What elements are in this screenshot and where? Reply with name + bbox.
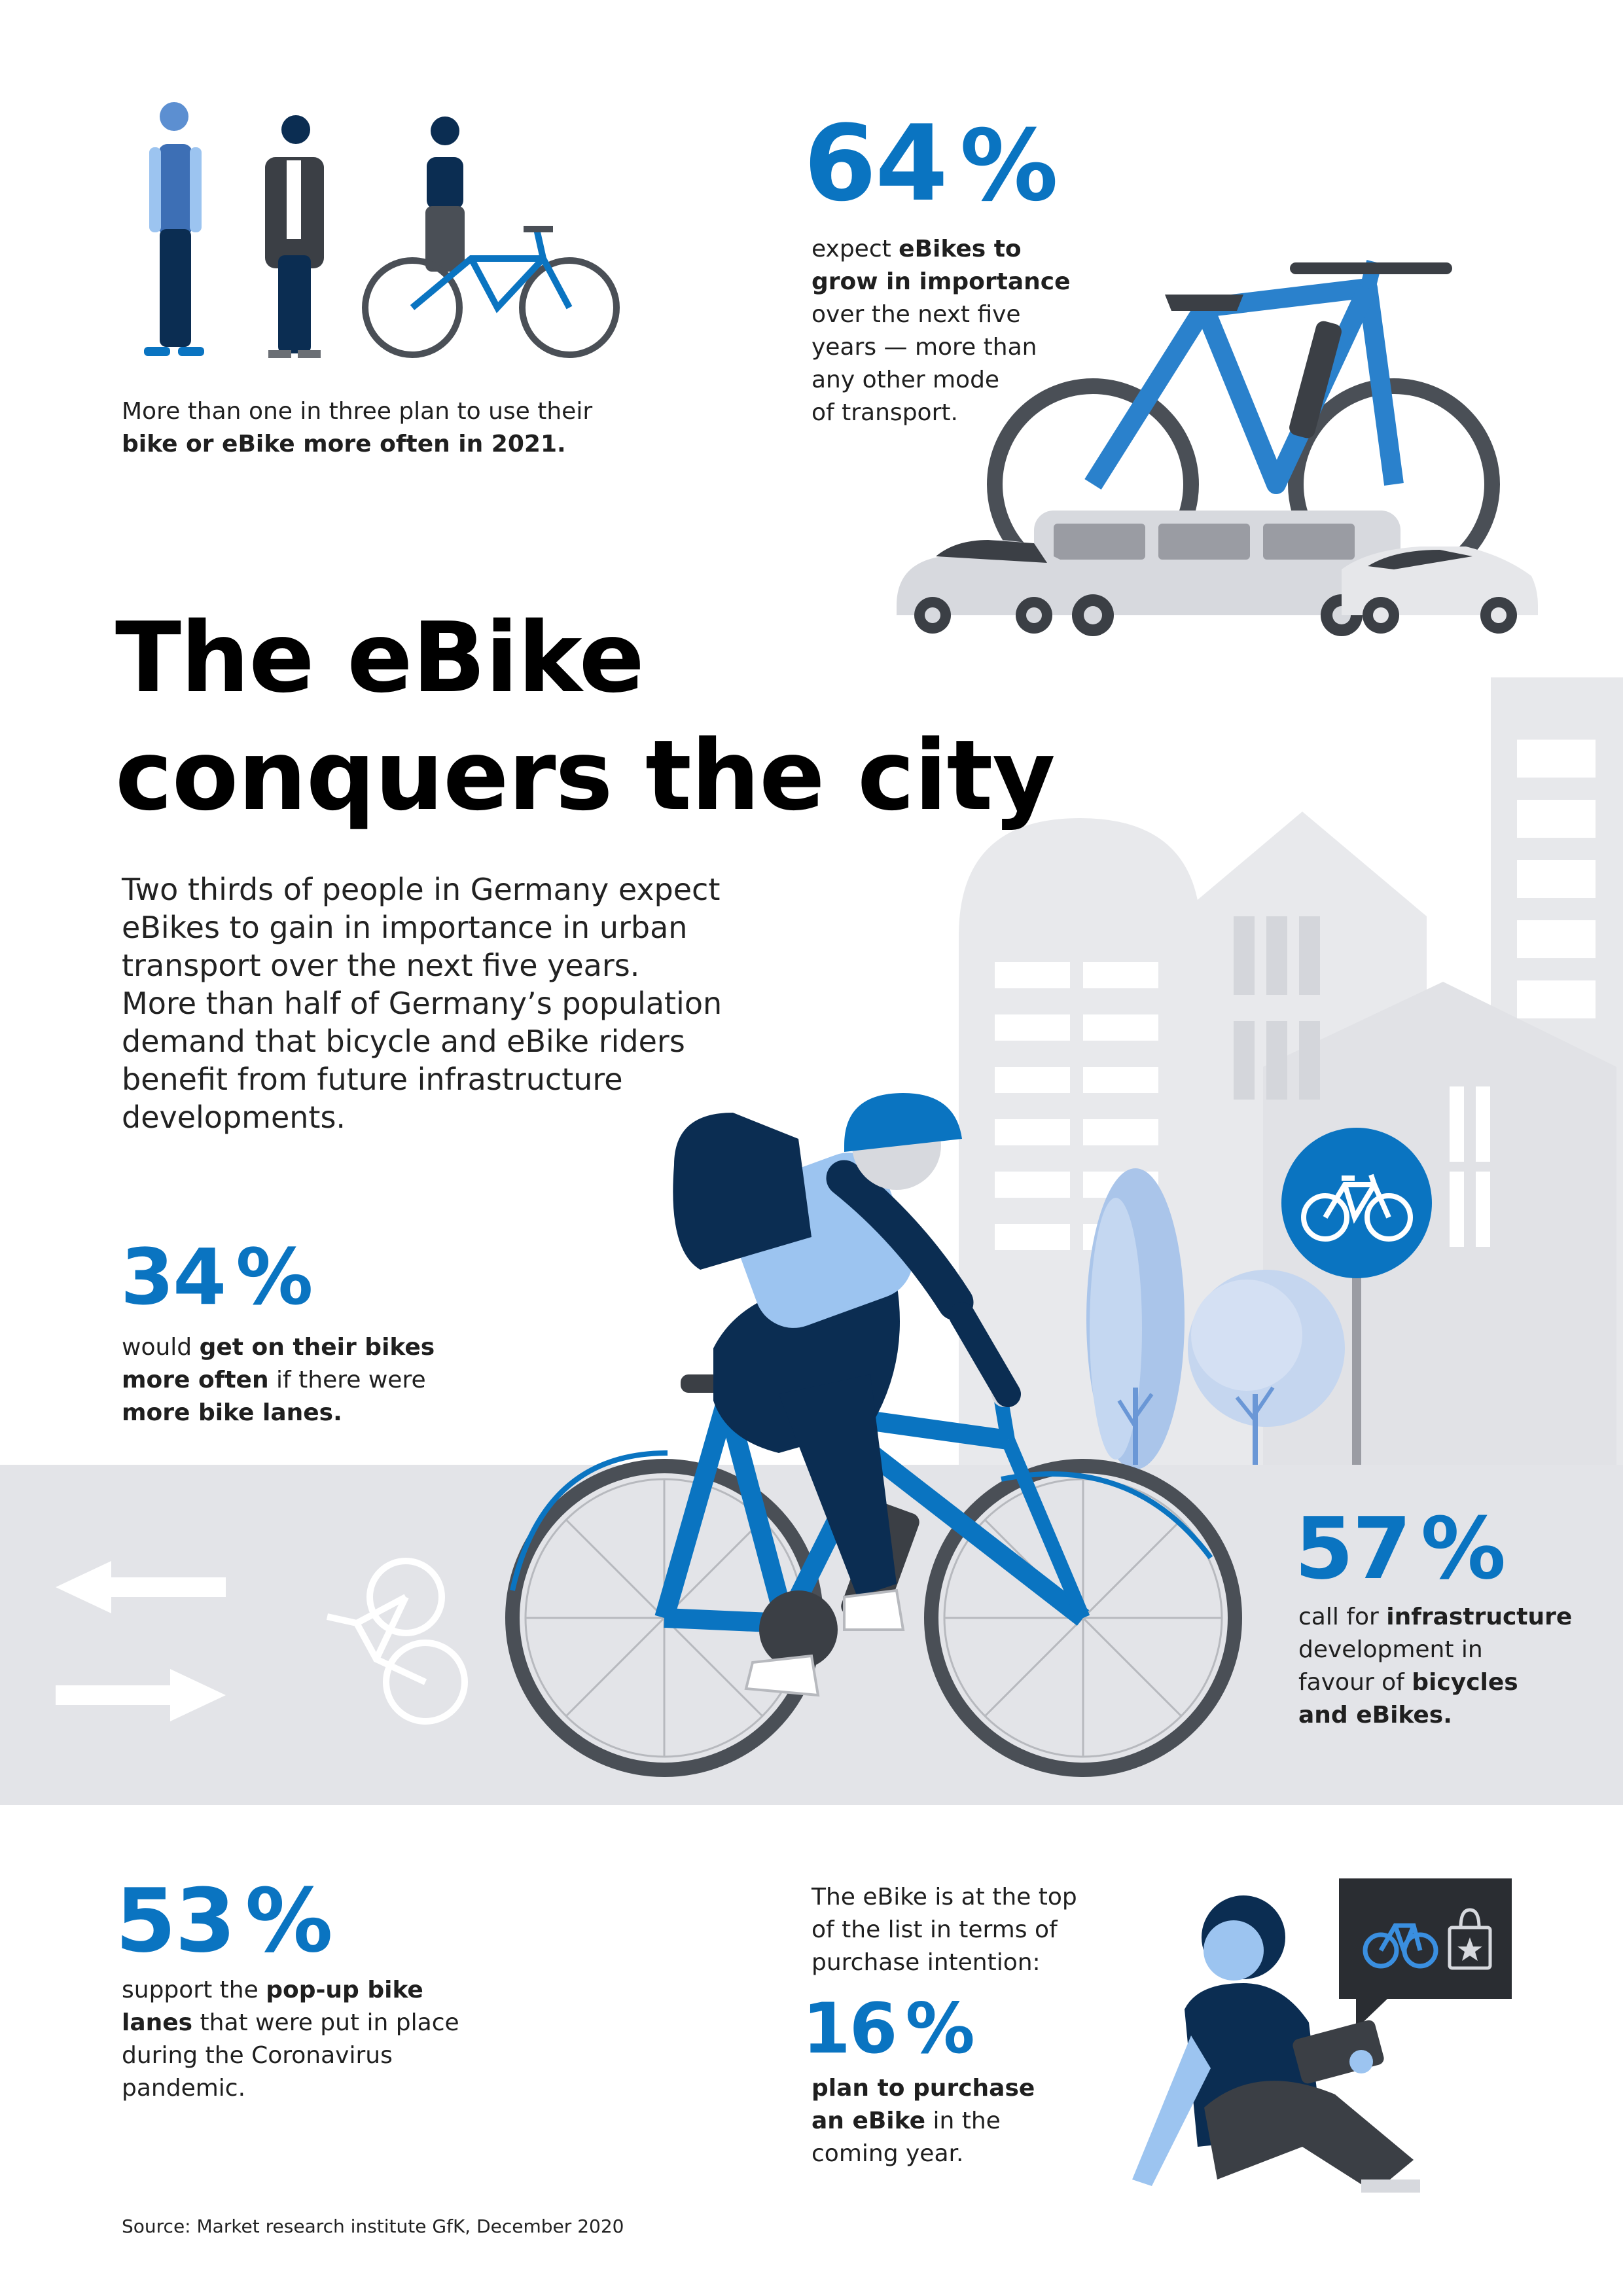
stat-53-number: 53%	[115, 1870, 333, 1972]
text: The eBike is at the top	[812, 1884, 1077, 1910]
tree-icon	[1086, 1168, 1185, 1469]
ebike-icon	[1363, 1923, 1438, 1969]
intro-line: demand that bicycle and eBike riders	[122, 1024, 685, 1059]
car-icon	[897, 540, 1067, 634]
stat-value: 64	[804, 102, 948, 224]
text-bold: plan to purchase	[812, 2075, 1035, 2102]
stat-34-number: 34%	[120, 1232, 313, 1322]
text: in the	[925, 2108, 1001, 2134]
text: support the	[122, 1977, 266, 2003]
text: of the list in terms of	[812, 1916, 1058, 1943]
transport-illustration	[897, 260, 1538, 636]
text: years — more than	[812, 334, 1037, 361]
text-bold: bicycles	[1412, 1669, 1518, 1696]
text: any other mode	[812, 367, 1000, 393]
title-line: conquers the city	[115, 719, 1056, 832]
cyclist-illustration	[505, 1093, 1242, 1777]
stat-57-caption: call for infrastructure development in f…	[1298, 1601, 1572, 1732]
text-bold: grow in importance	[812, 268, 1071, 295]
text-bold: get on their bikes	[199, 1334, 435, 1361]
text: of transport.	[812, 399, 958, 426]
stat-value: 34	[120, 1232, 226, 1322]
stat-unit: %	[959, 109, 1058, 223]
bicycle-sign-icon	[1281, 1128, 1432, 1465]
stat-unit: %	[905, 1988, 975, 2069]
bus-icon	[1034, 511, 1400, 636]
stat-53-caption: support the pop-up bike lanes that were …	[122, 1974, 459, 2105]
stat-value: 57	[1294, 1499, 1412, 1598]
title-line: The eBike	[115, 601, 645, 714]
stat-16-caption: plan to purchase an eBike in the coming …	[812, 2072, 1035, 2170]
top-left-caption: More than one in three plan to use their…	[122, 395, 592, 461]
text: over the next five	[812, 301, 1021, 328]
stat-value: 53	[115, 1870, 236, 1972]
stat-57-number: 57%	[1294, 1503, 1506, 1594]
text: coming year.	[812, 2140, 964, 2167]
stat-16-intro: The eBike is at the top of the list in t…	[812, 1881, 1077, 1979]
text-bold: more often	[122, 1367, 269, 1393]
tree-round-icon	[1188, 1270, 1345, 1465]
text-bold: pop-up bike	[266, 1977, 423, 2003]
text-bold: more bike lanes.	[122, 1399, 342, 1426]
caption-line: More than one in three plan to use their	[122, 398, 593, 425]
stat-64-caption: expect eBikes to grow in importance over…	[812, 233, 1071, 429]
intro-paragraph: Two thirds of people in Germany expect e…	[122, 870, 722, 1136]
source-note: Source: Market research institute GfK, D…	[122, 2215, 624, 2237]
text: pandemic.	[122, 2075, 246, 2102]
text-bold: eBikes to	[899, 236, 1022, 262]
ebike-icon	[987, 260, 1500, 590]
text-bold: lanes	[122, 2009, 193, 2036]
text: call for	[1298, 1604, 1387, 1630]
text-bold: infrastructure	[1386, 1604, 1573, 1630]
intro-line: Two thirds of people in Germany expect	[122, 872, 721, 907]
stat-value: 16	[802, 1988, 898, 2069]
stat-unit: %	[236, 1232, 313, 1322]
people-icon	[144, 102, 620, 358]
stat-unit: %	[245, 1870, 332, 1972]
intro-line: eBikes to gain in importance in urban	[122, 910, 688, 945]
text: purchase intention:	[812, 1949, 1041, 1976]
text: that were put in place	[192, 2009, 459, 2036]
intro-line: transport over the next five years.	[122, 948, 640, 983]
text: if there were	[268, 1367, 426, 1393]
text: would	[122, 1334, 200, 1361]
car-icon	[1342, 547, 1538, 634]
stat-64-number: 64%	[804, 102, 1058, 225]
arrow-right-icon	[56, 1669, 226, 1721]
stat-unit: %	[1420, 1499, 1506, 1598]
arrow-left-icon	[56, 1561, 226, 1613]
intro-line: developments.	[122, 1100, 346, 1135]
shopping-bag-icon	[1448, 1908, 1492, 1970]
text-bold: an eBike	[812, 2108, 926, 2134]
text-bold: and eBikes.	[1298, 1702, 1452, 1729]
stat-34-caption: would get on their bikes more often if t…	[122, 1331, 435, 1429]
road-bike-marking-icon	[326, 1558, 468, 1725]
speech-bubble-icon	[1339, 1878, 1512, 2029]
caption-bold: bike or eBike more often in 2021.	[122, 431, 566, 457]
text: expect	[812, 236, 899, 262]
intro-line: benefit from future infrastructure	[122, 1062, 623, 1097]
text: favour of	[1298, 1669, 1412, 1696]
text: during the Coronavirus	[122, 2042, 393, 2069]
intro-line: More than half of Germany’s population	[122, 986, 722, 1021]
text: development in	[1298, 1636, 1483, 1663]
page-title: The eBike conquers the city	[115, 599, 1056, 834]
stat-16-number: 16%	[802, 1988, 975, 2069]
shopping-person-illustration	[1132, 1878, 1512, 2193]
